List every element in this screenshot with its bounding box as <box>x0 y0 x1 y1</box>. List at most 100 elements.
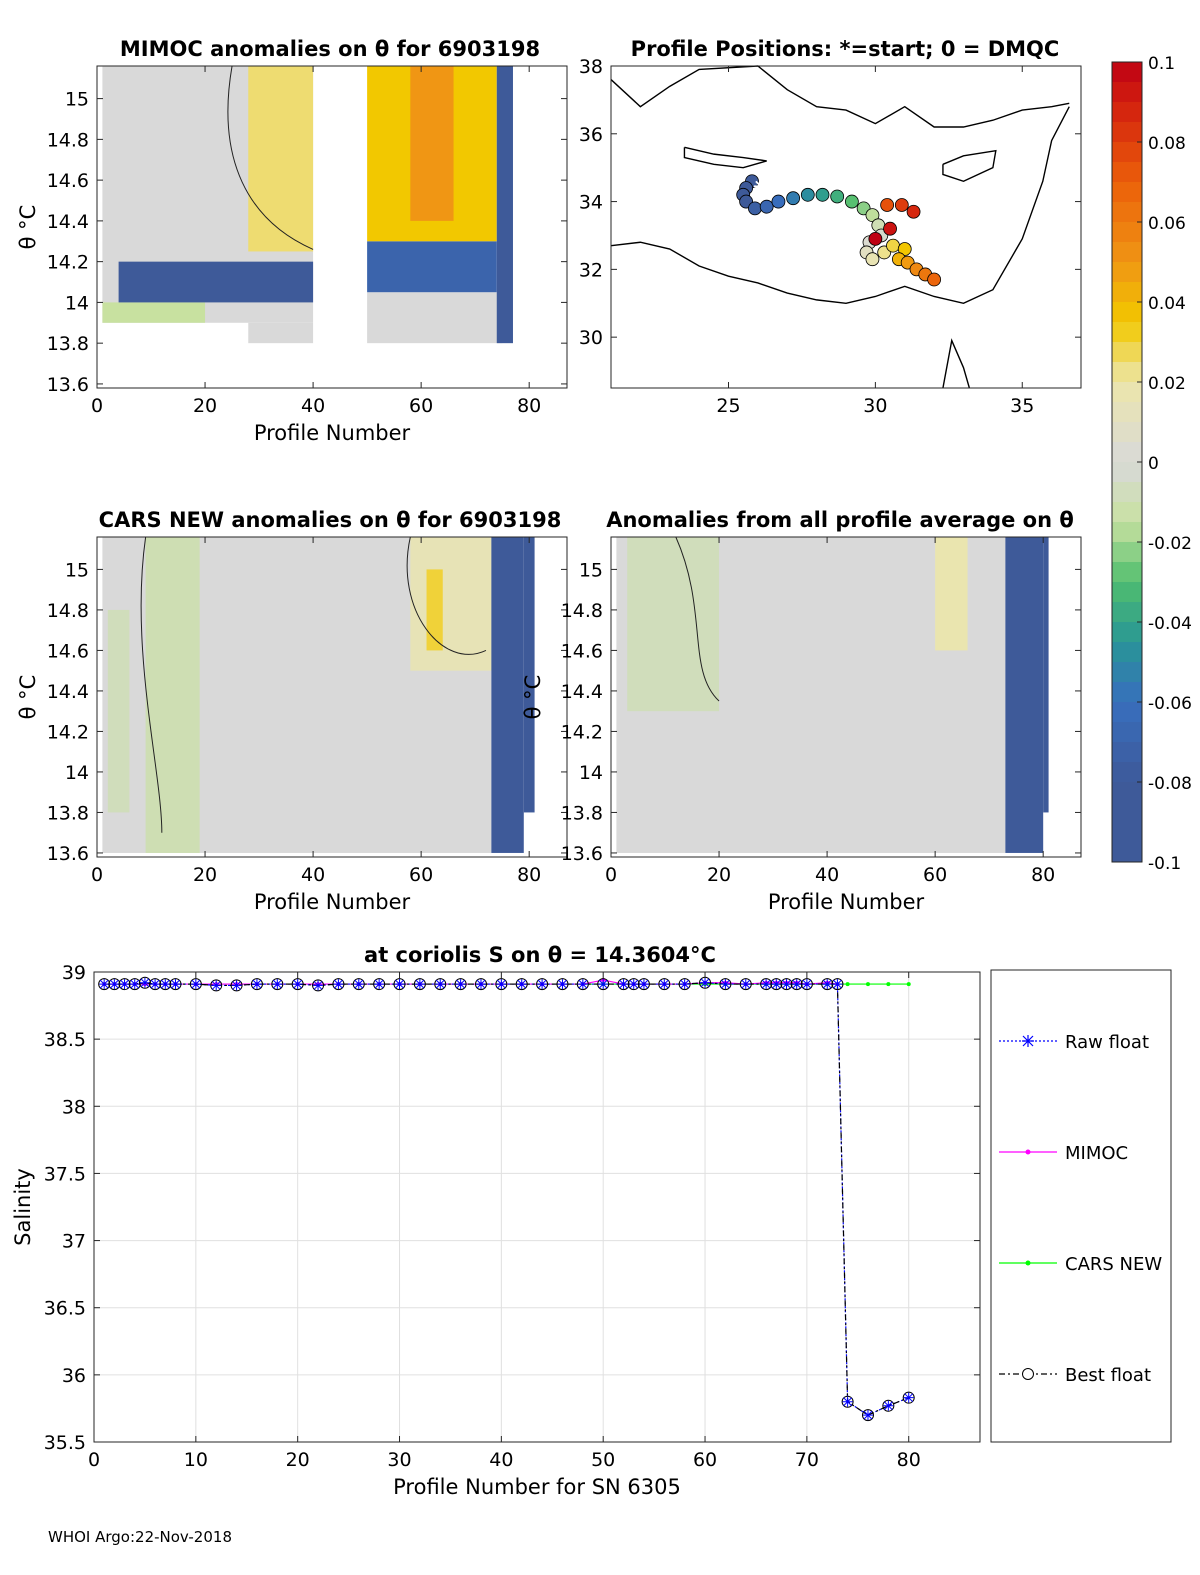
cars-new-point <box>865 982 870 987</box>
anomaly-cell <box>248 66 314 252</box>
y-tick-label: 13.6 <box>47 374 89 396</box>
y-axis-label: Salinity <box>11 1168 35 1246</box>
colorbar-tick-label: 0.08 <box>1148 134 1186 154</box>
x-tick-label: 0 <box>91 395 103 417</box>
colorbar-tick-label: 0.04 <box>1148 294 1186 314</box>
x-axis-label: Profile Number <box>768 890 925 914</box>
colorbar-tick-label: 0.02 <box>1148 374 1186 394</box>
plot-title: MIMOC anomalies on θ for 6903198 <box>120 37 540 61</box>
y-tick-label: 14 <box>65 292 89 314</box>
anomaly-cell <box>410 66 454 221</box>
x-tick-label: 50 <box>591 1449 615 1471</box>
profile-position-marker <box>906 204 921 219</box>
raw-float-point <box>353 979 364 990</box>
y-tick-label: 14.4 <box>47 681 89 703</box>
x-tick-label: 60 <box>923 864 947 886</box>
y-tick-label: 36 <box>62 1365 86 1387</box>
profile-position-marker <box>894 198 909 212</box>
legend-marker <box>1022 1368 1034 1380</box>
colorbar-swatch <box>1112 682 1142 703</box>
y-tick-label: 36 <box>579 124 603 146</box>
profile-position-marker <box>844 194 859 209</box>
best-float-point <box>332 978 345 991</box>
colorbar-swatch <box>1112 602 1142 623</box>
best-float-point <box>678 978 691 991</box>
contour-line <box>675 536 720 702</box>
x-tick-label: 20 <box>193 864 217 886</box>
colorbar-tick-label: -0.06 <box>1148 694 1192 714</box>
colorbar-swatch <box>1112 642 1142 663</box>
legend-marker <box>1022 1035 1034 1047</box>
footer-stamp: WHOI Argo:22-Nov-2018 <box>48 1528 232 1546</box>
best-float-point <box>556 978 569 991</box>
raw-float-point <box>374 979 385 990</box>
cars-new-point <box>845 982 850 987</box>
y-tick-label: 32 <box>579 259 603 281</box>
best-float-point <box>474 978 487 991</box>
colorbar-swatch <box>1112 262 1142 283</box>
profile-position-marker <box>868 231 883 246</box>
raw-float-line <box>104 982 909 1416</box>
y-tick-label: 14.4 <box>47 211 89 233</box>
y-tick-label: 13.8 <box>561 802 603 824</box>
x-tick-label: 30 <box>387 1449 411 1471</box>
avg-contours <box>675 536 720 702</box>
profile-position-marker <box>880 198 895 212</box>
best-float-point <box>515 978 528 991</box>
colorbar-swatch <box>1112 422 1142 443</box>
cars-panel-cells <box>102 537 535 853</box>
x-tick-label: 80 <box>517 864 541 886</box>
anomaly-cell <box>107 609 130 813</box>
profile-position-marker <box>800 187 815 202</box>
raw-float-point <box>139 977 150 988</box>
avg-panel-frame: 0 20 40 60 80 13.6 13.8 14 14.2 14.4 14.6 14.8 15 Ano… <box>521 508 1082 914</box>
axes-box <box>96 536 568 858</box>
coastline-north <box>610 65 1070 128</box>
cars-contours <box>140 536 487 833</box>
y-tick-label: 14.8 <box>561 600 603 622</box>
raw-float-point <box>628 979 639 990</box>
colorbar-swatch <box>1112 202 1142 223</box>
colorbar-swatch <box>1112 822 1142 843</box>
best-float-point <box>495 978 508 991</box>
x-axis-label: Profile Number for SN 6305 <box>393 1475 681 1499</box>
raw-float-point <box>170 979 181 990</box>
raw-float-point <box>771 979 782 990</box>
y-tick-label: 38.5 <box>44 1029 86 1051</box>
best-float-point <box>719 978 732 991</box>
y-tick-label: 15 <box>65 89 89 111</box>
anomaly-cell <box>367 292 503 344</box>
map-panel-frame: 25 30 35 30 32 34 36 38 Profile Positions: *=sta… <box>579 37 1082 417</box>
profile-position-marker <box>815 187 830 202</box>
anomaly-cell <box>496 66 513 344</box>
colorbar-swatch <box>1112 762 1142 783</box>
mimoc-contours <box>227 65 314 250</box>
colorbar-tick-label: -0.04 <box>1148 614 1192 634</box>
best-float-point <box>882 1399 895 1412</box>
colorbar-tick-label: 0 <box>1148 454 1159 474</box>
colorbar-swatch <box>1112 342 1142 363</box>
colorbar-tick-label: 0.1 <box>1148 54 1175 74</box>
axes-box <box>610 65 1082 389</box>
colorbar-swatch <box>1112 542 1142 563</box>
colorbar-swatch <box>1112 482 1142 503</box>
colorbar-swatch <box>1112 802 1142 823</box>
colorbar-swatch <box>1112 622 1142 643</box>
anomaly-cell <box>367 241 497 293</box>
y-axis-label: θ °C <box>16 675 40 720</box>
x-axis-label: Profile Number <box>254 890 411 914</box>
contour-line <box>406 536 487 655</box>
colorbar-swatch <box>1112 702 1142 723</box>
y-tick-label: 14.6 <box>47 640 89 662</box>
coastline-crete <box>683 146 767 169</box>
colorbar-swatch <box>1112 282 1142 303</box>
colorbar-tick-label: 0.06 <box>1148 214 1186 234</box>
best-float-point <box>902 1391 915 1404</box>
x-tick-label: 0 <box>88 1449 100 1471</box>
raw-float-point <box>414 979 425 990</box>
x-tick-label: 20 <box>193 395 217 417</box>
float-track <box>736 174 942 287</box>
legend-marker <box>1025 1149 1031 1155</box>
x-tick-label: 20 <box>707 864 731 886</box>
